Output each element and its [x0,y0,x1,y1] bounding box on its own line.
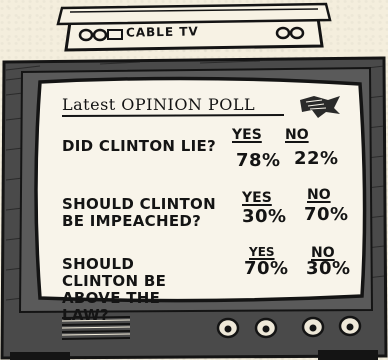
no-header: NO [311,245,335,261]
cable-box-label: CABLE TV [125,24,199,40]
tv-knob-icon [254,317,278,339]
no-value: 70% [304,204,349,225]
poll-question: DID CLINTON LIE? [62,137,217,155]
yes-header: YES [242,190,272,206]
no-header: NO [285,127,309,143]
yes-value: 78% [236,150,281,171]
tv-knobs [216,315,362,339]
eagle-emblem-icon [300,96,340,118]
yes-value: 30% [242,206,287,227]
tv-foot-left [10,352,70,360]
tv-knob-icon [301,316,325,338]
tv-knob-icon [216,317,240,339]
no-value: 22% [294,148,339,169]
tv-control-panel [61,316,131,340]
yes-header: YES [249,245,275,259]
poll-title: Latest OPINION POLL [62,95,256,114]
no-header: NO [307,187,331,203]
poll-question: SHOULD CLINTON BE IMPEACHED? [62,195,216,230]
no-value: 30% [306,258,351,279]
tv-foot-right [318,350,378,360]
tv-screen [34,76,367,303]
yes-value: 70% [244,258,289,279]
cable-knob-right-icon [275,26,291,40]
cable-knob-left-icon [78,28,94,42]
tv-knob-icon [338,315,362,337]
cable-box [56,2,332,52]
poll-question: SHOULD CLINTON BE ABOVE THE LAW? [62,255,167,324]
yes-header: YES [232,127,262,143]
